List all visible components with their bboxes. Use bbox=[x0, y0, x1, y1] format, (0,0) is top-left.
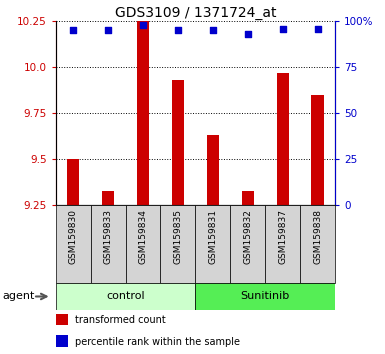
Point bbox=[175, 28, 181, 33]
Point bbox=[105, 28, 111, 33]
Point bbox=[70, 28, 76, 33]
Bar bbox=[300, 205, 335, 283]
Bar bbox=[207, 135, 219, 205]
Text: GSM159833: GSM159833 bbox=[104, 209, 113, 264]
Bar bbox=[195, 205, 230, 283]
Bar bbox=[56, 335, 69, 347]
Text: GSM159830: GSM159830 bbox=[69, 209, 78, 264]
Bar bbox=[276, 73, 289, 205]
Text: GSM159837: GSM159837 bbox=[278, 209, 287, 264]
Bar bbox=[56, 205, 91, 283]
Bar bbox=[137, 21, 149, 205]
Bar bbox=[56, 314, 69, 325]
Title: GDS3109 / 1371724_at: GDS3109 / 1371724_at bbox=[115, 6, 276, 20]
Bar bbox=[56, 283, 195, 310]
Bar bbox=[67, 159, 79, 205]
Text: GSM159831: GSM159831 bbox=[208, 209, 218, 264]
Bar bbox=[91, 205, 126, 283]
Text: control: control bbox=[106, 291, 145, 302]
Bar bbox=[126, 205, 161, 283]
Bar bbox=[242, 190, 254, 205]
Bar bbox=[195, 283, 335, 310]
Text: GSM159835: GSM159835 bbox=[173, 209, 182, 264]
Text: Sunitinib: Sunitinib bbox=[241, 291, 290, 302]
Text: GSM159834: GSM159834 bbox=[139, 209, 147, 264]
Text: GSM159838: GSM159838 bbox=[313, 209, 322, 264]
Bar bbox=[265, 205, 300, 283]
Text: transformed count: transformed count bbox=[75, 315, 166, 325]
Bar bbox=[161, 205, 195, 283]
Point bbox=[315, 26, 321, 32]
Bar bbox=[230, 205, 265, 283]
Text: percentile rank within the sample: percentile rank within the sample bbox=[75, 337, 240, 347]
Point bbox=[210, 28, 216, 33]
Text: GSM159832: GSM159832 bbox=[243, 209, 252, 264]
Point bbox=[280, 26, 286, 32]
Point bbox=[244, 31, 251, 37]
Bar bbox=[311, 95, 324, 205]
Point bbox=[140, 22, 146, 28]
Text: agent: agent bbox=[2, 291, 34, 302]
Bar bbox=[172, 80, 184, 205]
Bar bbox=[102, 190, 114, 205]
